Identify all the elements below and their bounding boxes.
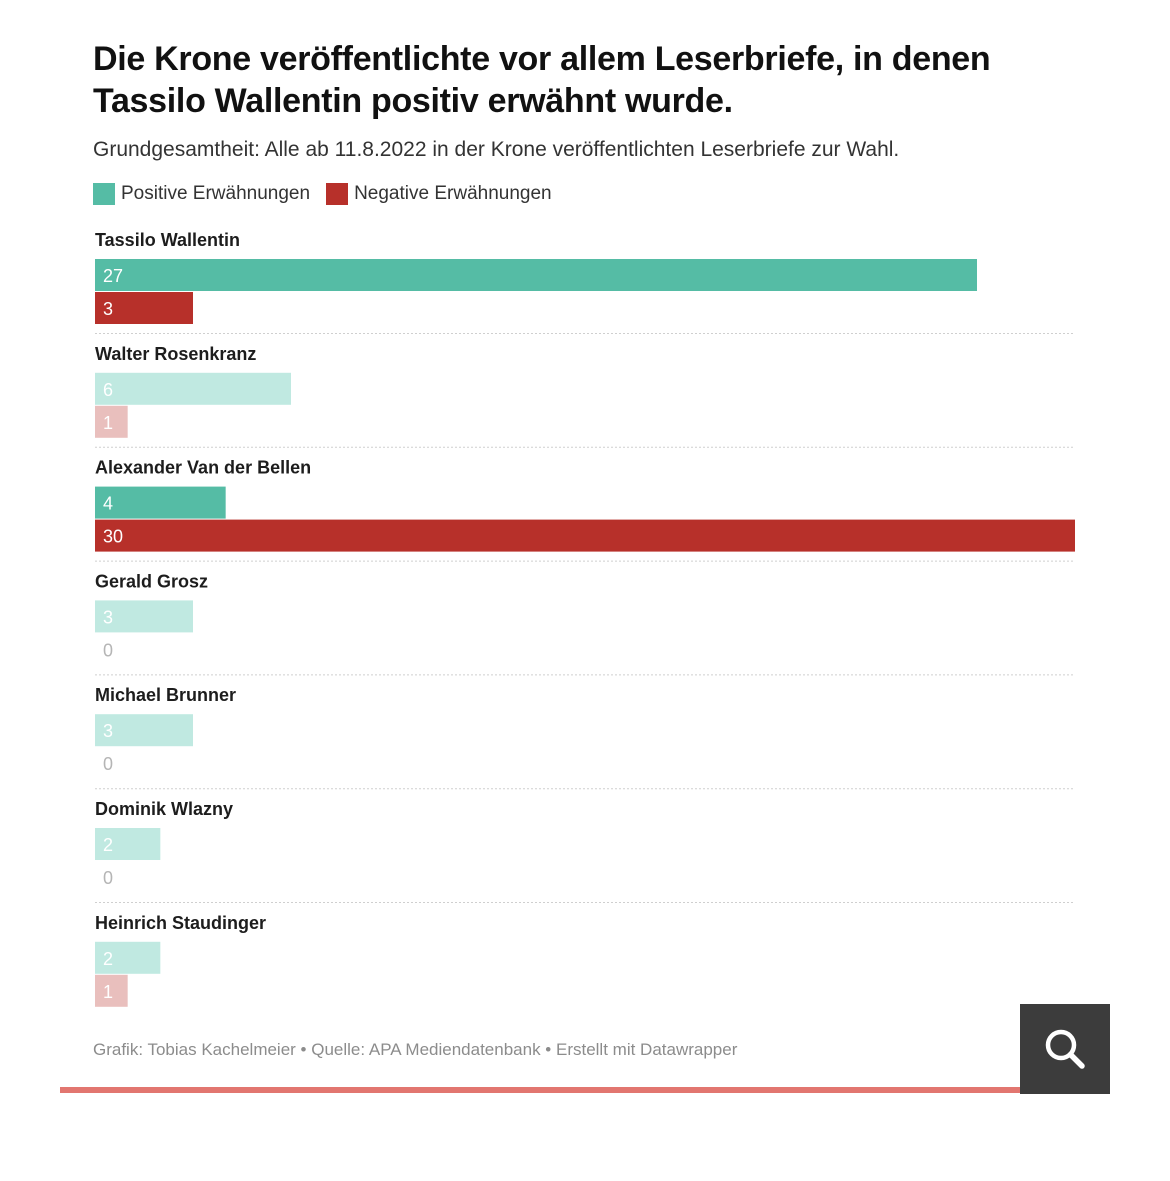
value-label-negative-walter-rosenkranz: 1 (103, 413, 113, 433)
category-label-gerald-grosz: Gerald Grosz (95, 571, 208, 591)
category-label-dominik-wlazny: Dominik Wlazny (95, 799, 233, 819)
value-label-negative-michael-brunner: 0 (103, 754, 113, 774)
search-icon (1045, 1029, 1085, 1069)
bar-negative-alexander-van-der-bellen (95, 519, 1075, 552)
value-label-positive-walter-rosenkranz: 6 (103, 380, 113, 400)
value-label-negative-gerald-grosz: 0 (103, 640, 113, 660)
bar-positive-tassilo-wallentin (95, 259, 977, 291)
legend: Positive Erwähnungen Negative Erwähnunge… (93, 182, 568, 206)
bar-chart: Tassilo Wallentin 27 3 Walter Rosenkranz 6 1 A… (95, 230, 1075, 1007)
value-label-positive-michael-brunner: 3 (103, 721, 113, 741)
legend-item-negative: Negative Erwähnungen (326, 183, 552, 205)
category-label-michael-brunner: Michael Brunner (95, 685, 236, 705)
legend-swatch-positive (93, 183, 115, 205)
bar-positive-heinrich-staudinger (95, 941, 161, 974)
legend-label-positive: Positive Erwähnungen (121, 183, 311, 204)
chart-subtitle: Grundgesamtheit: Alle ab 11.8.2022 in de… (93, 138, 900, 161)
value-label-positive-gerald-grosz: 3 (103, 607, 113, 627)
value-label-negative-tassilo-wallentin: 3 (103, 299, 113, 319)
value-label-positive-alexander-van-der-bellen: 4 (103, 494, 113, 514)
bar-positive-gerald-grosz (95, 600, 193, 633)
value-label-positive-dominik-wlazny: 2 (103, 835, 113, 855)
category-label-heinrich-staudinger: Heinrich Staudinger (95, 913, 266, 933)
chart-credits: Grafik: Tobias Kachelmeier • Quelle: APA… (93, 1040, 738, 1059)
value-label-negative-heinrich-staudinger: 1 (103, 982, 113, 1002)
category-label-walter-rosenkranz: Walter Rosenkranz (95, 344, 256, 364)
bar-positive-alexander-van-der-bellen (95, 486, 226, 519)
legend-swatch-negative (326, 183, 349, 205)
category-label-tassilo-wallentin: Tassilo Wallentin (95, 230, 240, 250)
bar-negative-heinrich-staudinger (95, 974, 128, 1007)
value-label-positive-heinrich-staudinger: 2 (103, 949, 113, 969)
bar-positive-dominik-wlazny (95, 828, 161, 860)
value-label-positive-tassilo-wallentin: 27 (103, 266, 123, 286)
value-label-negative-alexander-van-der-bellen: 30 (103, 527, 123, 547)
chart-title: Die Krone veröffentlichte vor allem Lese… (93, 40, 991, 120)
search-button[interactable] (1020, 1004, 1110, 1094)
legend-label-negative: Negative Erwähnungen (354, 183, 552, 204)
bar-negative-walter-rosenkranz (95, 405, 128, 438)
bar-negative-tassilo-wallentin (95, 292, 193, 324)
accent-line (60, 1087, 1020, 1093)
bar-positive-walter-rosenkranz (95, 372, 291, 405)
value-label-negative-dominik-wlazny: 0 (103, 868, 113, 888)
bar-positive-michael-brunner (95, 714, 193, 747)
legend-item-positive: Positive Erwähnungen (93, 183, 310, 205)
category-label-alexander-van-der-bellen: Alexander Van der Bellen (95, 458, 311, 478)
